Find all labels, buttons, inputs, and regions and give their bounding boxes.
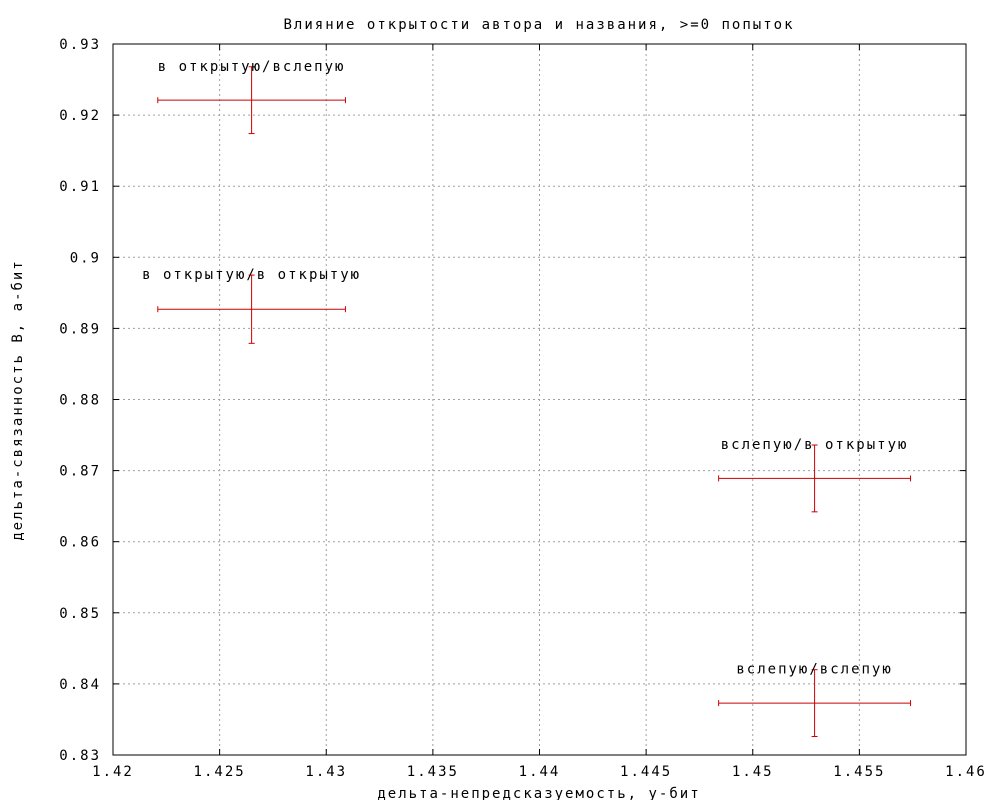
data-point: вслепую/в открытую [718, 437, 912, 513]
x-tick-label: 1.45 [732, 764, 774, 780]
point-label: в открытую/в открытую [142, 267, 361, 283]
x-axis-label: дельта-непредсказуемость, у-бит [377, 786, 700, 800]
data-point: вслепую/вслепую [718, 662, 912, 738]
x-tick-label: 1.42 [92, 764, 134, 780]
y-tick-label: 0.86 [59, 535, 101, 551]
y-tick-label: 0.84 [59, 677, 101, 693]
x-tick-label: 1.425 [194, 764, 246, 780]
y-tick-label: 0.92 [59, 108, 101, 124]
y-tick-label: 0.85 [59, 606, 101, 622]
grid-layer [113, 44, 966, 755]
y-tick-label: 0.93 [59, 37, 101, 53]
point-label: вслепую/в открытую [721, 437, 909, 453]
points-layer: в открытую/вслепую в открытую/в открытую в… [142, 59, 912, 738]
y-axis-label: дельта-связанность B, а-бит [10, 259, 26, 541]
y-tick-label: 0.89 [59, 321, 101, 337]
chart-title: Влияние открытости автора и названия, >=… [283, 17, 794, 33]
x-tick-label: 1.435 [407, 764, 459, 780]
y-tick-label: 0.88 [59, 393, 101, 409]
x-tick-label: 1.455 [833, 764, 885, 780]
data-point: в открытую/в открытую [142, 267, 361, 344]
point-label: вслепую/вслепую [736, 662, 892, 678]
x-tick-label: 1.445 [620, 764, 672, 780]
y-tick-label: 0.87 [59, 464, 101, 480]
y-tick-label: 0.9 [70, 250, 101, 266]
x-tick-label: 1.46 [945, 764, 987, 780]
point-label: в открытую/вслепую [158, 59, 346, 75]
y-tick-label: 0.83 [59, 748, 101, 764]
x-tick-label: 1.43 [305, 764, 347, 780]
x-tick-label: 1.44 [519, 764, 561, 780]
tick-layer: 1.42 1.425 1.43 1.435 1.44 1.445 1.45 1.455 1.46… [59, 37, 987, 780]
y-tick-label: 0.91 [59, 179, 101, 195]
data-point: в открытую/вслепую [157, 59, 346, 135]
